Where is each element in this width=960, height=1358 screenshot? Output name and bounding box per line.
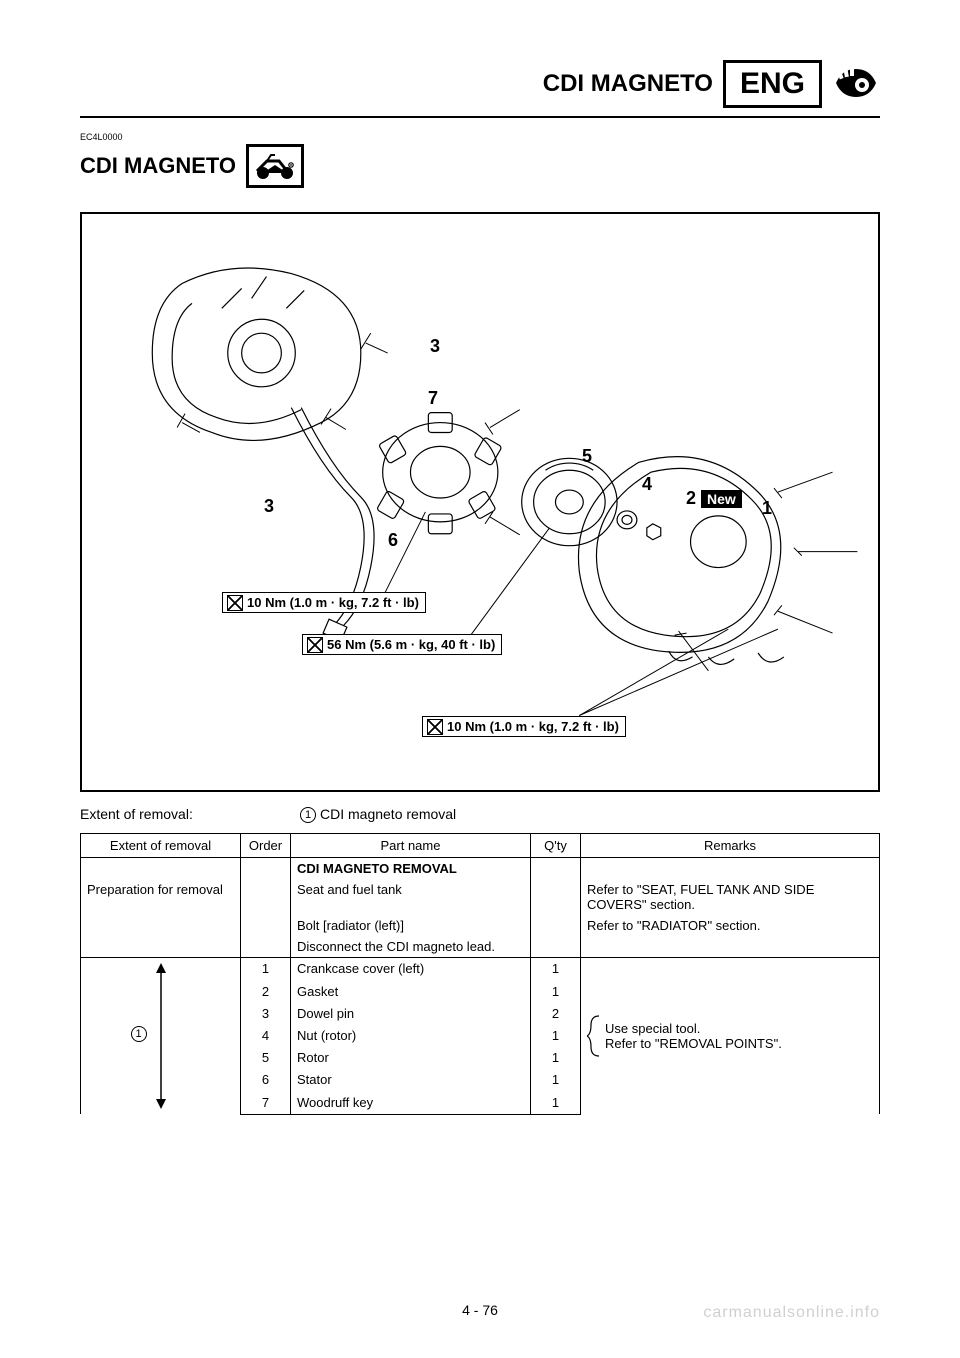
prep-part-2: Disconnect the CDI magneto lead.	[291, 936, 531, 958]
prep-remark-0: Refer to "SEAT, FUEL TANK AND SIDE COVER…	[581, 879, 880, 915]
row-qty-3: 1	[531, 1025, 581, 1047]
diagram-callout-6: 6	[388, 530, 398, 551]
diagram-callout-1: 1	[762, 498, 772, 519]
diagram-callout-5: 5	[582, 446, 592, 467]
diagram-callout-7: 7	[428, 388, 438, 409]
row-order-3: 4	[241, 1025, 291, 1047]
extent-text: CDI magneto removal	[320, 806, 456, 822]
brace-remark-2: Refer to "REMOVAL POINTS".	[605, 1036, 782, 1051]
engine-icon	[832, 63, 880, 105]
exploded-diagram: 3 7 5 4 2 New 1 3 6 10 Nm (1.0 m · kg, 7…	[80, 212, 880, 792]
row-part-1: Gasket	[291, 981, 531, 1003]
row-qty-6: 1	[531, 1092, 581, 1115]
prep-remark-1: Refer to "RADIATOR" section.	[581, 915, 880, 936]
row-qty-5: 1	[531, 1069, 581, 1091]
prep-remark-2	[581, 936, 880, 958]
row-order-6: 7	[241, 1092, 291, 1115]
removal-section-header: CDI MAGNETO REMOVAL	[291, 858, 531, 880]
document-code: EC4L0000	[80, 132, 880, 142]
row-part-0: Crankcase cover (left)	[291, 958, 531, 981]
row-order-0: 1	[241, 958, 291, 981]
extent-circled-1: 1	[131, 1026, 147, 1042]
row-part-3: Nut (rotor)	[291, 1025, 531, 1047]
extent-arrow-icon	[87, 961, 234, 1111]
parts-table: Extent of removal Order Part name Q'ty R…	[80, 833, 880, 1115]
th-qty: Q'ty	[531, 834, 581, 858]
brace-remark-1: Use special tool.	[605, 1021, 782, 1036]
breadcrumb-title: CDI MAGNETO	[543, 70, 713, 98]
prep-part-1: Bolt [radiator (left)]	[291, 915, 531, 936]
row-order-5: 6	[241, 1069, 291, 1091]
motorcycle-icon	[246, 144, 304, 188]
torque-spec-2: 56 Nm (5.6 m · kg, 40 ft · lb)	[302, 634, 502, 655]
th-part: Part name	[291, 834, 531, 858]
eng-badge: ENG	[723, 60, 822, 108]
row-qty-2: 2	[531, 1003, 581, 1025]
row-part-5: Stator	[291, 1069, 531, 1091]
row-part-2: Dowel pin	[291, 1003, 531, 1025]
torque-spec-3: 10 Nm (1.0 m · kg, 7.2 ft · lb)	[422, 716, 626, 737]
row-qty-4: 1	[531, 1047, 581, 1069]
watermark-text: carmanualsonline.info	[703, 1304, 880, 1322]
th-remarks: Remarks	[581, 834, 880, 858]
prep-part-0: Seat and fuel tank	[291, 879, 531, 915]
row-order-2: 3	[241, 1003, 291, 1025]
diagram-callout-3b: 3	[264, 496, 274, 517]
diagram-callout-4: 4	[642, 474, 652, 495]
diagram-callout-2: 2 New	[686, 488, 742, 509]
torque-spec-1: 10 Nm (1.0 m · kg, 7.2 ft · lb)	[222, 592, 426, 613]
diagram-callout-3: 3	[430, 336, 440, 357]
brace-icon	[587, 1014, 601, 1058]
row-qty-0: 1	[531, 958, 581, 981]
row-order-4: 5	[241, 1047, 291, 1069]
th-extent: Extent of removal	[81, 834, 241, 858]
circled-number-icon: 1	[300, 807, 316, 823]
new-badge: New	[701, 490, 742, 508]
row-part-4: Rotor	[291, 1047, 531, 1069]
row-qty-1: 1	[531, 981, 581, 1003]
extent-label: Extent of removal:	[80, 806, 300, 822]
th-order: Order	[241, 834, 291, 858]
section-title: CDI MAGNETO	[80, 153, 236, 179]
row-part-6: Woodruff key	[291, 1092, 531, 1115]
header-divider	[80, 116, 880, 118]
prep-label: Preparation for removal	[81, 879, 241, 958]
row-order-1: 2	[241, 981, 291, 1003]
